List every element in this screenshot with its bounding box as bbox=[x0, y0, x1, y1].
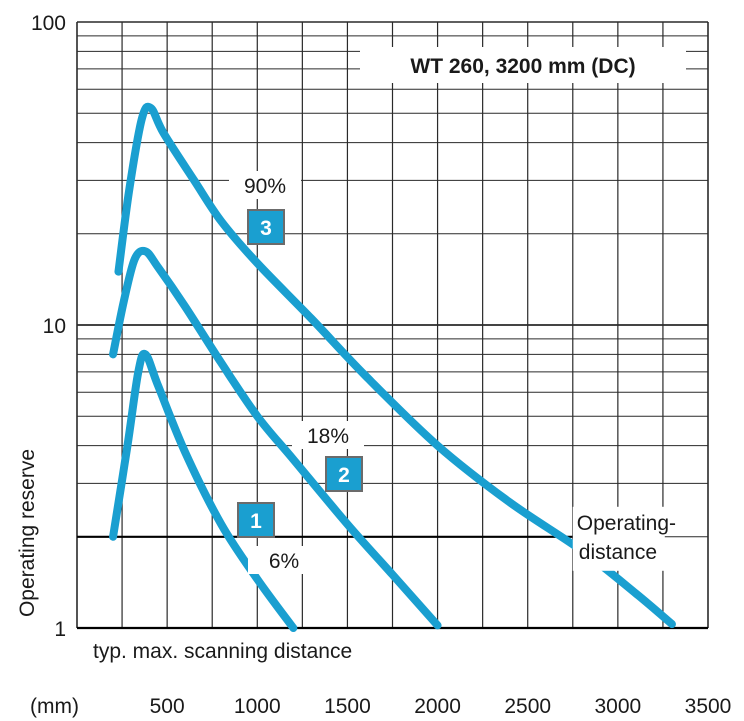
series-badge-number: 1 bbox=[250, 510, 262, 533]
series-labels: 6% 1 18% 2 90% 3 bbox=[229, 171, 364, 574]
reference-line-label: distance bbox=[579, 541, 657, 564]
reference-label-bg bbox=[83, 634, 423, 668]
series-badge bbox=[325, 456, 363, 492]
series-percent-label: 90% bbox=[244, 175, 286, 198]
x-tick-label: 2500 bbox=[504, 695, 551, 718]
chart-title: WT 260, 3200 mm (DC) bbox=[410, 55, 635, 78]
reference-line-label: Operating- bbox=[577, 512, 676, 535]
series-badge-number: 2 bbox=[338, 464, 350, 487]
series-percent-label: 6% bbox=[269, 550, 299, 573]
reference-line-label: typ. max. scanning distance bbox=[93, 640, 352, 663]
series-badge-number: 3 bbox=[260, 217, 272, 240]
y-tick-label: 1 bbox=[54, 618, 66, 641]
y-tick-label: 100 bbox=[31, 12, 66, 35]
x-tick-label: 3000 bbox=[594, 695, 641, 718]
series-badge bbox=[247, 209, 285, 245]
x-tick-label: 3500 bbox=[685, 695, 732, 718]
x-tick-label: 2000 bbox=[414, 695, 461, 718]
title-box bbox=[360, 47, 686, 83]
y-tick-label: 10 bbox=[43, 315, 66, 338]
series-percent-label: 18% bbox=[307, 425, 349, 448]
curves bbox=[109, 102, 676, 632]
y-tick-labels: 1 10 100 bbox=[31, 12, 66, 641]
x-unit-label: (mm) bbox=[30, 695, 79, 718]
series-label-bg bbox=[248, 546, 320, 574]
y-axis-label: Operating reserve bbox=[16, 449, 39, 617]
series-label-bg bbox=[229, 171, 301, 199]
x-tick-label: 500 bbox=[150, 695, 185, 718]
x-tick-label: 1000 bbox=[234, 695, 281, 718]
reference-label-bg bbox=[572, 506, 665, 571]
reference-line-labels: Operating-distance typ. max. scanning dis… bbox=[83, 506, 676, 668]
series-line-2 bbox=[109, 246, 442, 630]
reference-lines bbox=[77, 535, 708, 630]
x-tick-label: 1500 bbox=[324, 695, 371, 718]
series-label-bg bbox=[292, 421, 364, 449]
series-badge bbox=[237, 502, 275, 538]
series-line-3 bbox=[114, 102, 676, 629]
series-line-1 bbox=[109, 349, 298, 632]
x-tick-labels: 500 1000 1500 2000 2500 3000 3500 bbox=[150, 695, 732, 718]
